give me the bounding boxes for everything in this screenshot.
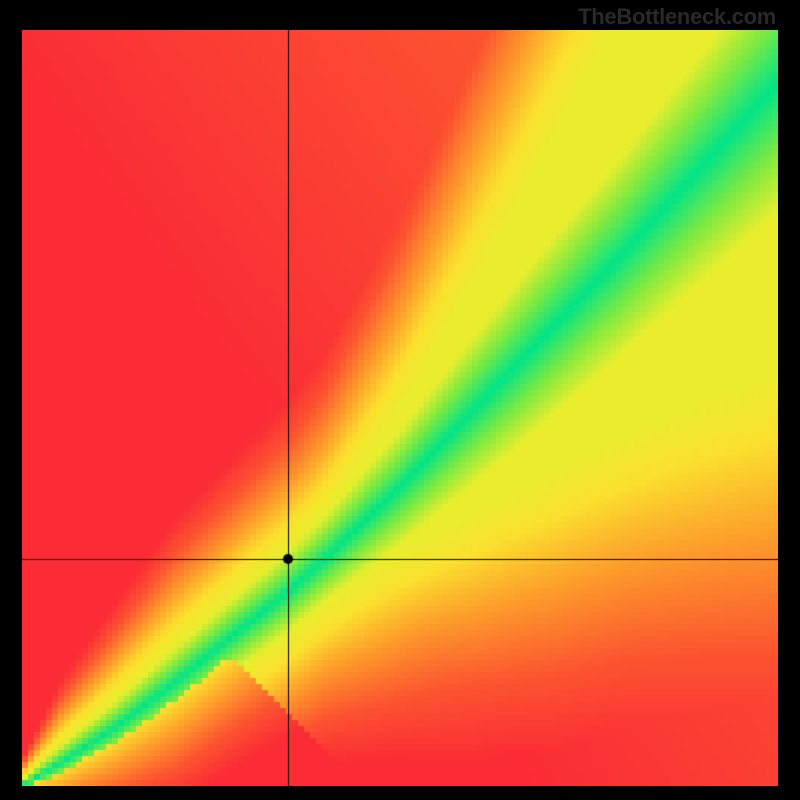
chart-container: TheBottleneck.com bbox=[0, 0, 800, 800]
watermark-text: TheBottleneck.com bbox=[578, 4, 776, 30]
heatmap-plot-area bbox=[22, 30, 778, 786]
heatmap-canvas bbox=[22, 30, 778, 786]
